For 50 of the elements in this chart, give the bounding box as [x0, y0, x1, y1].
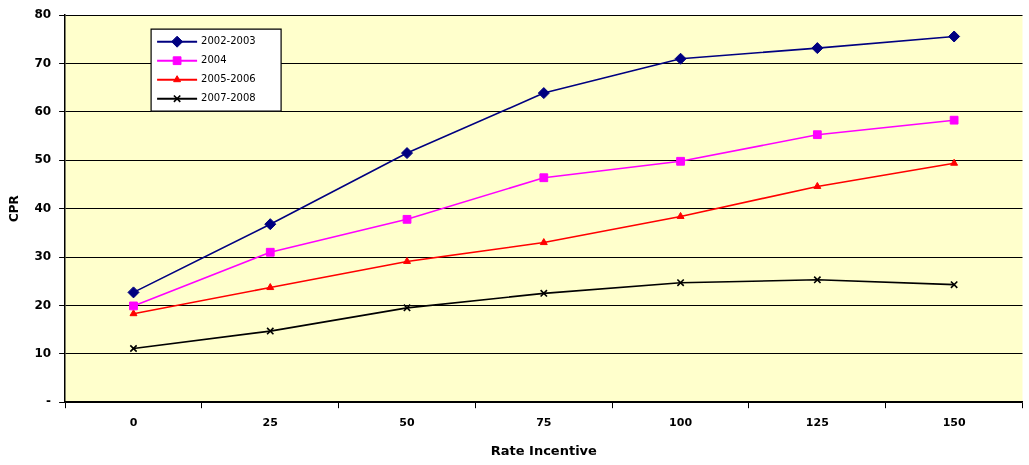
point — [676, 211, 685, 219]
y-tick-label: 40 — [34, 200, 52, 215]
point — [539, 289, 548, 298]
x-tick-label: 100 — [669, 415, 693, 429]
point — [403, 256, 411, 264]
point — [129, 301, 138, 311]
x-tick-label: 50 — [399, 415, 416, 429]
y-axis-title: CPR — [7, 195, 22, 223]
x-tick-label: 125 — [805, 415, 829, 429]
point — [811, 42, 824, 55]
point — [539, 238, 548, 246]
point — [949, 115, 959, 125]
point — [813, 181, 822, 189]
point — [265, 247, 275, 257]
point — [676, 278, 685, 287]
point — [129, 344, 138, 353]
point — [127, 286, 140, 299]
y-tick-label: 60 — [34, 104, 52, 119]
x-tick-label: 25 — [262, 415, 278, 429]
y-tick-label: 30 — [34, 249, 52, 264]
point — [537, 87, 550, 100]
point — [950, 280, 959, 289]
point — [402, 214, 412, 224]
y-tick-label: 70 — [34, 55, 52, 70]
legend-label: 2005-2006 — [201, 73, 256, 85]
x-tick-label: 150 — [942, 415, 966, 429]
legend-label: 2007-2008 — [201, 92, 256, 104]
point — [676, 156, 685, 166]
y-tick-label: 20 — [34, 297, 52, 312]
point — [264, 218, 277, 231]
x-tick-label: 75 — [536, 415, 552, 429]
y-tick-label: 80 — [34, 7, 52, 22]
point — [266, 283, 275, 291]
point — [813, 275, 822, 284]
x-axis-title: Rate Incentive — [490, 442, 598, 458]
x-tick-label: 0 — [129, 415, 138, 429]
y-tick-label: - — [46, 394, 52, 409]
point — [266, 327, 275, 336]
y-tick-label: 50 — [34, 152, 52, 167]
point — [539, 173, 549, 183]
legend-label: 2002-2003 — [201, 35, 256, 47]
point — [403, 303, 412, 312]
point — [401, 147, 414, 160]
y-tick-label: 10 — [34, 345, 52, 360]
point — [948, 30, 961, 43]
point — [674, 52, 687, 65]
point — [950, 158, 959, 166]
point — [129, 309, 138, 317]
point — [812, 130, 822, 140]
legend-label: 2004 — [201, 54, 227, 66]
